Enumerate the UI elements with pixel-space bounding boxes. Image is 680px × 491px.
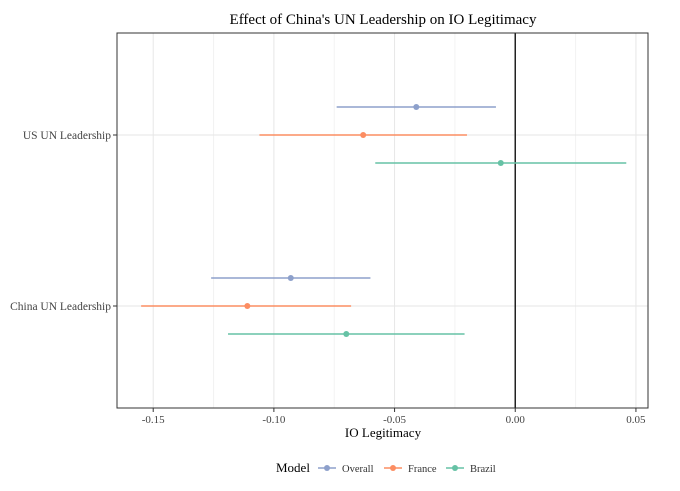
legend-title: Model [276,460,310,475]
legend-label-france: France [408,464,437,475]
y-tick-label: US UN Leadership [23,130,111,142]
chart-title: Effect of China's UN Leadership on IO Le… [230,12,537,28]
point-estimate-france [360,132,367,138]
point-estimate-brazil [343,331,350,337]
legend-key-point [390,465,396,471]
x-tick-label: -0.10 [262,414,285,426]
x-tick-label: -0.05 [383,414,406,426]
x-tick-label: 0.00 [506,414,526,426]
point-estimate-overall [287,275,294,281]
point-estimate-brazil [497,160,504,166]
point-estimate-overall [413,104,420,110]
legend-key-point [324,465,330,471]
x-tick-label: -0.15 [142,414,165,426]
legend-key-point [452,465,458,471]
legend-label-overall: Overall [342,464,374,475]
plot-panel-border [116,32,649,409]
y-tick-label: China UN Leadership [10,301,111,313]
x-tick-label: 0.05 [626,414,646,426]
point-estimate-france [244,303,251,309]
x-axis-label: IO Legitimacy [345,425,422,440]
legend-label-brazil: Brazil [470,464,496,475]
